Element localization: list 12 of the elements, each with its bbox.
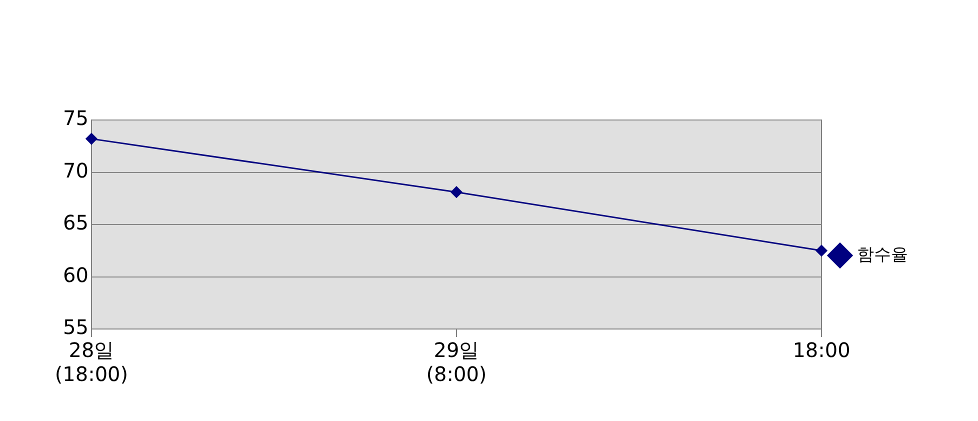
x-tick-label: 29일 (8:00) — [426, 338, 487, 386]
point — [450, 186, 462, 198]
y-tick-label: 75 — [62, 106, 88, 130]
legend-label: 함수율 — [857, 244, 908, 265]
y-tick-label: 70 — [62, 158, 88, 182]
point — [816, 244, 828, 256]
point — [86, 133, 98, 145]
x-tick-label: 28일 (18:00) — [54, 338, 128, 386]
y-tick-label: 60 — [62, 262, 88, 287]
x-tick-label: 18:00 — [792, 338, 850, 362]
y-tick-label: 55 — [62, 315, 88, 340]
y-tick-label: 65 — [62, 210, 88, 235]
